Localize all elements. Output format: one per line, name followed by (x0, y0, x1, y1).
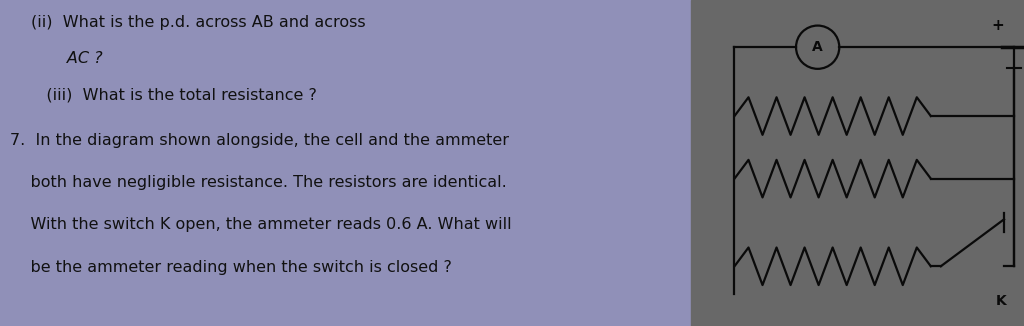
Text: K: K (995, 294, 1006, 308)
Text: A: A (812, 40, 823, 54)
Text: be the ammeter reading when the switch is closed ?: be the ammeter reading when the switch i… (10, 260, 453, 275)
Bar (691, 0, 1024, 326)
Text: 7.  In the diagram shown alongside, the cell and the ammeter: 7. In the diagram shown alongside, the c… (10, 133, 509, 148)
Text: +: + (991, 18, 1004, 33)
Text: both have negligible resistance. The resistors are identical.: both have negligible resistance. The res… (10, 175, 507, 190)
Text: (iii)  What is the total resistance ?: (iii) What is the total resistance ? (31, 87, 316, 102)
Text: (ii)  What is the p.d. across AB and across: (ii) What is the p.d. across AB and acro… (31, 15, 366, 30)
Bar (0, 0, 691, 326)
Text: AC ?: AC ? (31, 51, 102, 66)
Text: With the switch K open, the ammeter reads 0.6 A. What will: With the switch K open, the ammeter read… (10, 217, 512, 232)
